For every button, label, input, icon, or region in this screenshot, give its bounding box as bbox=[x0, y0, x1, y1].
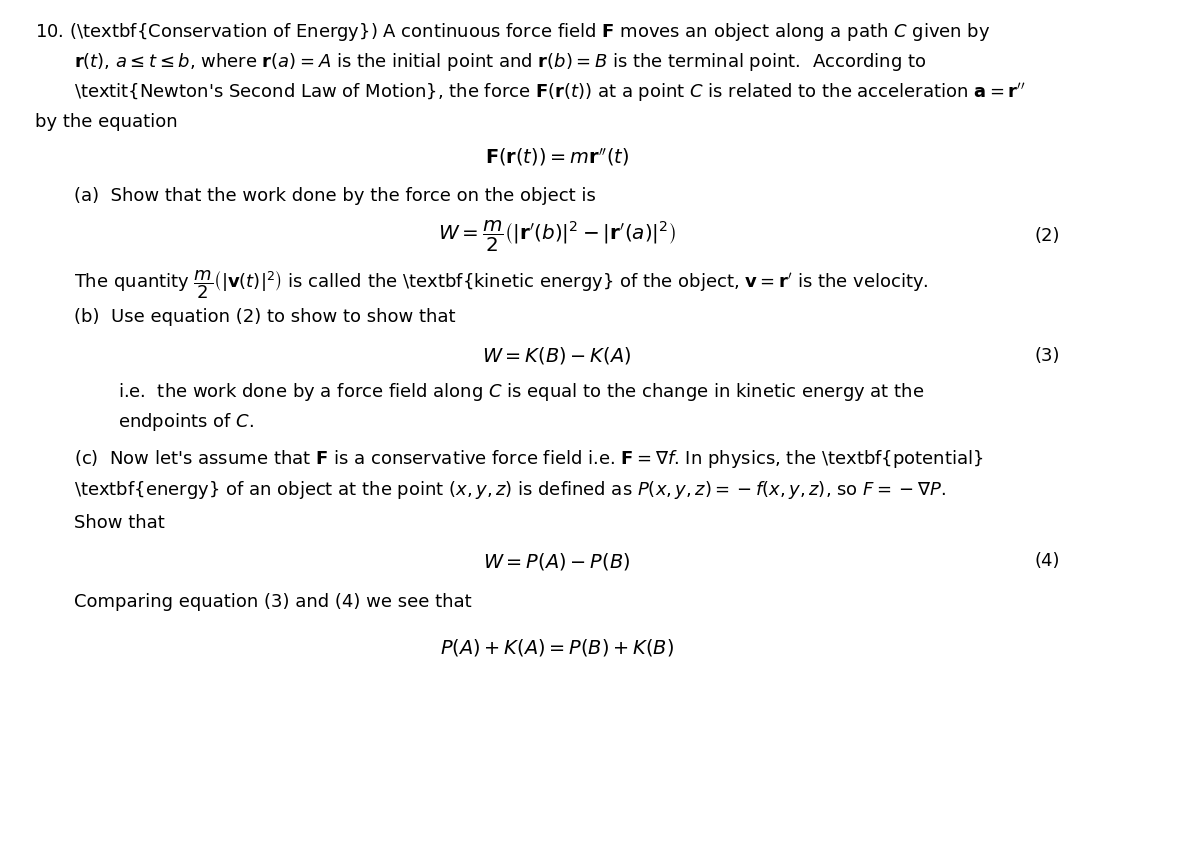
Text: $W = P(A) - P(B)$: $W = P(A) - P(B)$ bbox=[482, 550, 630, 572]
Text: (4): (4) bbox=[1034, 552, 1059, 570]
Text: (2): (2) bbox=[1034, 227, 1059, 245]
Text: $\mathbf{F}(\mathbf{r}(t)) = m\mathbf{r}''(t)$: $\mathbf{F}(\mathbf{r}(t)) = m\mathbf{r}… bbox=[485, 145, 628, 168]
Text: (b)  Use equation (2) to show to show that: (b) Use equation (2) to show to show tha… bbox=[73, 307, 455, 326]
Text: 10. (\textbf{Conservation of Energy}) A continuous force field $\mathbf{F}$ move: 10. (\textbf{Conservation of Energy}) A … bbox=[35, 21, 990, 42]
Text: (c)  Now let's assume that $\mathbf{F}$ is a conservative force field i.e. $\mat: (c) Now let's assume that $\mathbf{F}$ i… bbox=[73, 448, 983, 470]
Text: $W = \dfrac{m}{2}\left(|\mathbf{r}'(b)|^2 - |\mathbf{r}'(a)|^2\right)$: $W = \dfrac{m}{2}\left(|\mathbf{r}'(b)|^… bbox=[438, 218, 675, 254]
Text: (a)  Show that the work done by the force on the object is: (a) Show that the work done by the force… bbox=[73, 186, 595, 204]
Text: endpoints of $C$.: endpoints of $C$. bbox=[119, 410, 254, 433]
Text: Show that: Show that bbox=[73, 514, 164, 532]
Text: Comparing equation (3) and (4) we see that: Comparing equation (3) and (4) we see th… bbox=[73, 592, 472, 611]
Text: $\mathbf{r}(t)$, $a \leq t \leq b$, where $\mathbf{r}(a) = A$ is the initial poi: $\mathbf{r}(t)$, $a \leq t \leq b$, wher… bbox=[73, 51, 926, 73]
Text: i.e.  the work done by a force field along $C$ is equal to the change in kinetic: i.e. the work done by a force field alon… bbox=[119, 380, 924, 403]
Text: $W = K(B) - K(A)$: $W = K(B) - K(A)$ bbox=[482, 345, 631, 365]
Text: by the equation: by the equation bbox=[35, 113, 177, 131]
Text: \textbf{energy} of an object at the point $(x, y, z)$ is defined as $P(x,y,z) = : \textbf{energy} of an object at the poin… bbox=[73, 478, 946, 500]
Text: \textit{Newton's Second Law of Motion}, the force $\mathbf{F}(\mathbf{r}(t))$ at: \textit{Newton's Second Law of Motion}, … bbox=[73, 81, 1025, 103]
Text: The quantity $\dfrac{m}{2}\left(|\mathbf{v}(t)|^2\right)$ is called the \textbf{: The quantity $\dfrac{m}{2}\left(|\mathbf… bbox=[73, 268, 928, 301]
Text: $P(A) + K(A) = P(B) + K(B)$: $P(A) + K(A) = P(B) + K(B)$ bbox=[439, 637, 674, 657]
Text: (3): (3) bbox=[1034, 346, 1059, 365]
